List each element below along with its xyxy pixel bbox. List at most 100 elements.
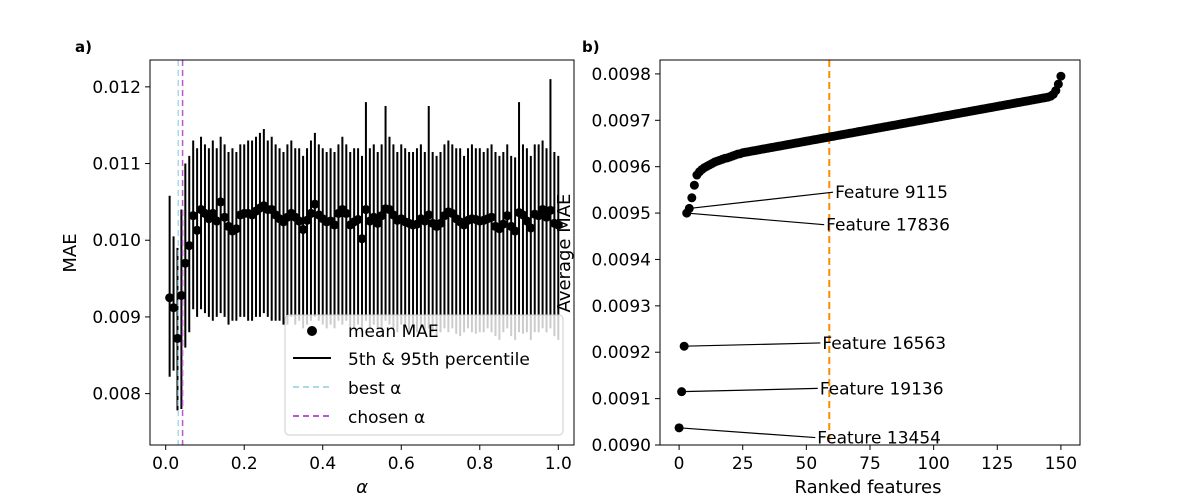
mean-mae-point <box>298 224 308 234</box>
mean-mae-point <box>341 208 351 218</box>
x-tick-label: 150 <box>1045 454 1077 474</box>
panel-a-y-label: MAE <box>60 233 81 272</box>
legend-best-label: best α <box>348 379 401 399</box>
panel-a-frame <box>149 59 575 446</box>
mean-mae-point <box>542 212 552 222</box>
mean-mae-point <box>310 199 320 209</box>
annotation-label: Feature 16563 <box>822 334 946 354</box>
legend-mean-label: mean MAE <box>348 322 439 342</box>
x-tick-label: 50 <box>796 454 818 474</box>
mean-mae-point <box>169 303 179 313</box>
panel-a-plot-area <box>165 60 563 445</box>
x-tick-label: 75 <box>859 454 881 474</box>
panel-b: b) 0 25 50 75 100 125 150 0.00900.00910.00920.… <box>554 38 1081 498</box>
y-tick-label: 0.0090 <box>592 436 651 456</box>
mean-mae-point <box>184 241 194 251</box>
annotation-leader <box>689 191 834 210</box>
panel-a-y-ticks: 0.008 0.009 0.010 0.011 0.012 <box>92 78 150 405</box>
feature-point <box>687 193 697 203</box>
mean-mae-point <box>553 220 563 230</box>
mean-mae-point <box>330 220 340 230</box>
y-tick-label: 0.0092 <box>592 343 651 363</box>
panel-b-x-label: Ranked features <box>795 477 942 498</box>
x-tick-label: 0.6 <box>388 454 415 474</box>
mean-mae-point <box>373 218 383 228</box>
x-tick-label: 0 <box>674 454 685 474</box>
y-tick-label: 0.010 <box>92 231 141 251</box>
mean-mae-point <box>353 215 363 225</box>
mean-mae-point <box>424 210 434 220</box>
annotation-leader <box>684 342 821 347</box>
mean-mae-point <box>180 258 190 268</box>
x-tick-label: 125 <box>981 454 1013 474</box>
y-tick-label: 0.0093 <box>592 297 651 317</box>
mean-mae-point <box>522 216 532 226</box>
x-tick-label: 1.0 <box>545 454 572 474</box>
mean-mae-point <box>357 234 367 244</box>
mean-mae-point <box>377 211 387 221</box>
panel-a-label: a) <box>75 38 92 56</box>
annotation-leader <box>681 387 818 393</box>
mean-mae-point <box>165 293 175 303</box>
y-tick-label: 0.0097 <box>592 111 651 131</box>
mean-mae-point <box>231 224 241 234</box>
mean-mae-point <box>216 197 226 207</box>
annotation-label: Feature 17836 <box>826 216 950 236</box>
mean-mae-point <box>192 225 202 235</box>
panel-b-y-label: Average MAE <box>554 194 575 313</box>
mean-mae-point <box>502 211 512 221</box>
y-tick-label: 0.0095 <box>592 204 651 224</box>
mean-mae-point <box>361 205 371 215</box>
panel-b-x-ticks: 0 25 50 75 100 125 150 <box>674 445 1077 474</box>
feature-point <box>1056 71 1066 81</box>
y-tick-label: 0.0094 <box>592 250 651 270</box>
annotation-label: Feature 19136 <box>820 379 944 399</box>
panel-b-label: b) <box>582 38 600 56</box>
mean-mae-point <box>306 208 316 218</box>
annotation-leader <box>679 427 816 439</box>
annotation-leader <box>686 212 825 226</box>
y-tick-label: 0.009 <box>92 308 141 328</box>
panel-a-legend: mean MAE 5th & 95th percentile best α ch… <box>284 314 564 436</box>
mean-mae-point <box>188 211 198 221</box>
legend-chosen-label: chosen α <box>348 408 425 428</box>
mean-mae-point <box>538 205 548 215</box>
mean-mae-point <box>172 333 182 343</box>
x-tick-label: 0.8 <box>466 454 493 474</box>
annotation-label: Feature 13454 <box>817 429 941 449</box>
mean-mae-point <box>294 216 304 226</box>
mean-mae-point <box>510 226 520 236</box>
mean-mae-point <box>526 223 536 233</box>
legend-errorbar-label: 5th & 95th percentile <box>348 350 530 370</box>
mean-mae-point <box>436 218 446 228</box>
x-tick-label: 25 <box>732 454 754 474</box>
legend-mean-marker <box>307 326 317 336</box>
x-tick-label: 0.2 <box>231 454 258 474</box>
panel-a-x-label: α <box>356 477 368 498</box>
y-tick-label: 0.0098 <box>592 65 651 85</box>
feature-point <box>1053 79 1063 89</box>
mean-mae-point <box>302 215 312 225</box>
mean-mae-point <box>212 216 222 226</box>
mean-mae-point <box>220 212 230 222</box>
panel-a-x-ticks: 0.0 0.2 0.4 0.6 0.8 1.0 <box>152 445 572 474</box>
panel-a: a) 0.0 0.2 0.4 0.6 0.8 1.0 0.0080.0090.0100.0… <box>60 38 575 498</box>
x-tick-label: 0.0 <box>152 454 179 474</box>
mean-mae-point <box>498 219 508 229</box>
x-tick-label: 0.4 <box>309 454 336 474</box>
y-tick-label: 0.0096 <box>592 158 651 178</box>
panel-b-plot-area <box>674 60 1066 445</box>
mean-mae-point <box>487 212 497 222</box>
x-tick-label: 100 <box>917 454 949 474</box>
panel-b-y-ticks: 0.0090 0.0091 0.0092 0.0093 0.0094 0.0095 0.00… <box>592 65 660 456</box>
y-tick-label: 0.0091 <box>592 390 651 410</box>
y-tick-label: 0.011 <box>92 155 141 175</box>
feature-point <box>689 180 699 190</box>
panel-b-annotations: Feature 13454 Feature 19136 Feature 16563 F… <box>679 183 950 449</box>
mean-mae-point <box>208 208 218 218</box>
mean-mae-point <box>176 290 186 300</box>
y-tick-label: 0.012 <box>92 78 141 98</box>
mean-mae-point <box>545 205 555 215</box>
